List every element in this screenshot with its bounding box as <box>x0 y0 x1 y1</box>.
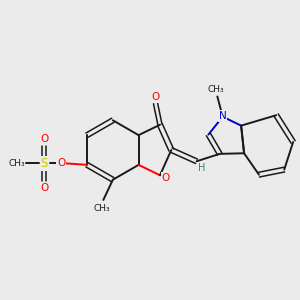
Text: H: H <box>198 163 206 173</box>
Text: O: O <box>161 172 170 183</box>
Text: O: O <box>152 92 160 102</box>
Text: CH₃: CH₃ <box>8 159 25 168</box>
Text: O: O <box>40 183 48 193</box>
Text: S: S <box>40 157 48 170</box>
Text: CH₃: CH₃ <box>208 85 224 94</box>
Text: O: O <box>40 134 48 144</box>
Text: N: N <box>219 111 226 121</box>
Text: O: O <box>57 158 65 168</box>
Text: CH₃: CH₃ <box>94 204 110 213</box>
